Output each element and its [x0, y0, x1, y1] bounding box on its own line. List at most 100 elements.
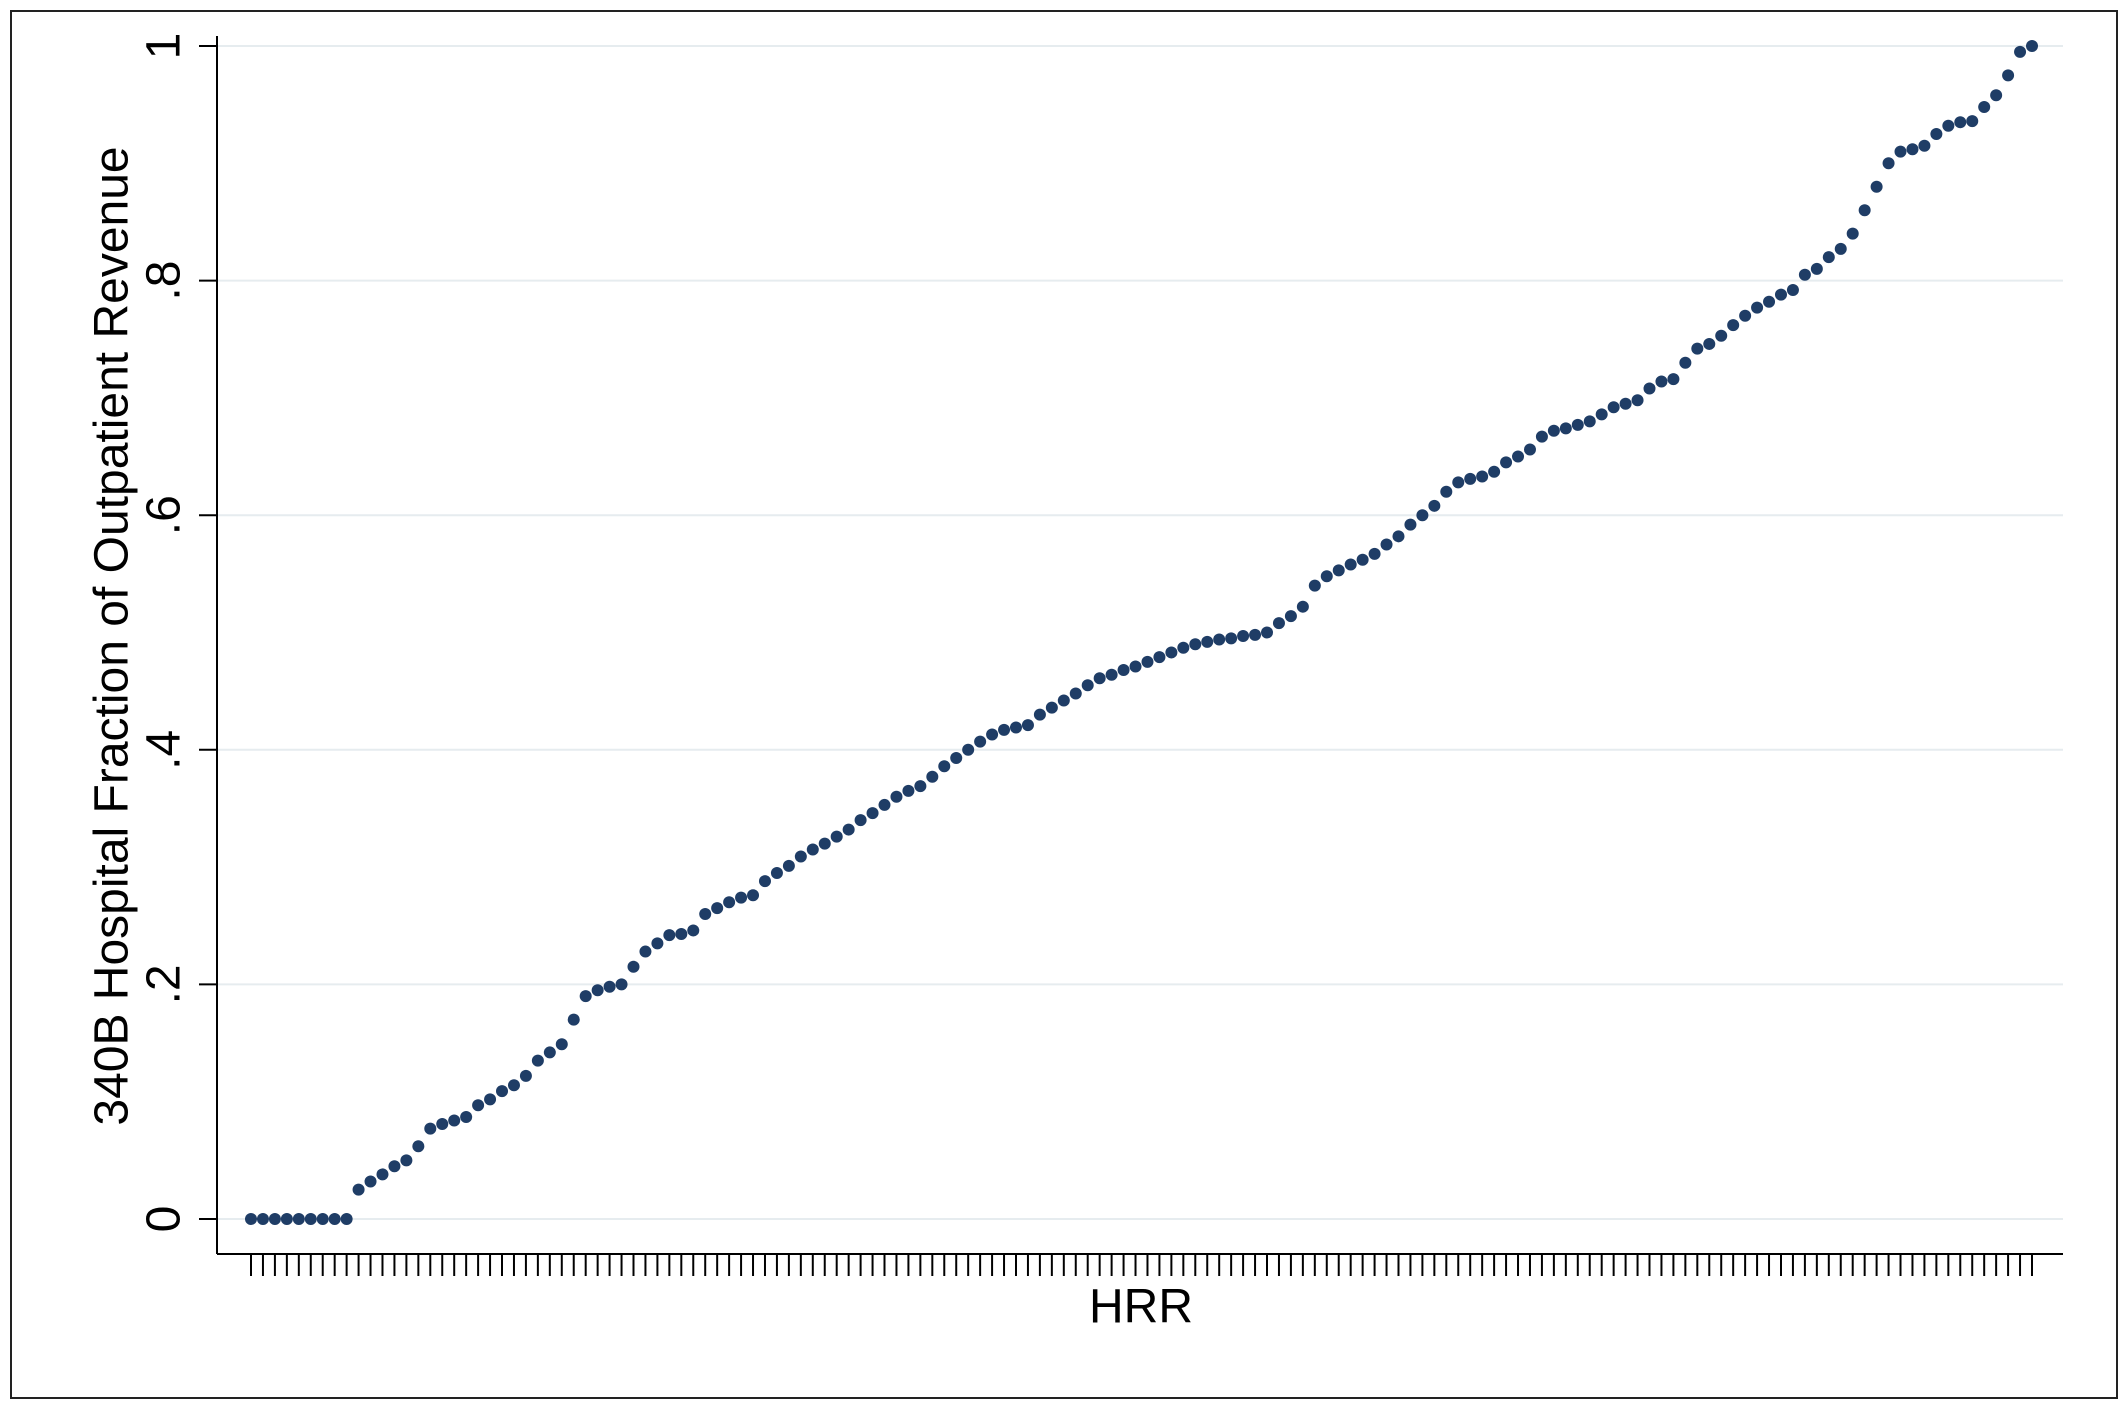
- point: [472, 1099, 485, 1112]
- point: [1834, 242, 1847, 255]
- y-tick-label: 1: [138, 33, 191, 60]
- point: [842, 823, 855, 836]
- point: [567, 1013, 580, 1026]
- point: [1679, 356, 1692, 369]
- point: [388, 1160, 401, 1173]
- point: [974, 735, 987, 748]
- point: [1440, 485, 1453, 498]
- point: [1380, 538, 1393, 551]
- point: [1452, 476, 1465, 489]
- point: [1774, 288, 1787, 301]
- point: [1081, 679, 1094, 692]
- point: [723, 896, 736, 909]
- point: [1177, 641, 1190, 654]
- point: [424, 1122, 437, 1135]
- point: [1201, 635, 1214, 648]
- point: [926, 770, 939, 783]
- point: [1392, 530, 1405, 543]
- y-tick-label: 0: [138, 1206, 191, 1233]
- point: [1559, 422, 1572, 435]
- point: [663, 929, 676, 942]
- point: [747, 889, 760, 902]
- point: [1918, 139, 1931, 152]
- point: [1583, 415, 1596, 428]
- point: [579, 990, 592, 1003]
- point: [998, 723, 1011, 736]
- point: [1846, 227, 1859, 240]
- point: [1894, 145, 1907, 158]
- point: [1213, 633, 1226, 646]
- point: [1978, 100, 1991, 113]
- point: [1595, 408, 1608, 421]
- point: [292, 1213, 305, 1225]
- point: [1021, 719, 1034, 732]
- point: [1332, 564, 1345, 577]
- y-tick-label: .4: [138, 730, 191, 770]
- point: [1727, 319, 1740, 332]
- point: [328, 1213, 341, 1225]
- point: [1261, 626, 1274, 639]
- point: [770, 866, 783, 879]
- point: [2014, 45, 2027, 58]
- point: [1308, 579, 1321, 592]
- point: [2002, 69, 2015, 82]
- point: [1655, 375, 1668, 388]
- point: [1930, 127, 1943, 140]
- point: [950, 752, 963, 765]
- point: [412, 1140, 425, 1153]
- point: [890, 790, 903, 803]
- point: [1225, 632, 1238, 645]
- point: [962, 743, 975, 756]
- point: [1284, 610, 1297, 623]
- point: [1105, 668, 1118, 681]
- point: [519, 1069, 532, 1082]
- point: [1547, 424, 1560, 437]
- point: [1643, 382, 1656, 395]
- point: [675, 927, 688, 940]
- point: [830, 830, 843, 843]
- point: [268, 1213, 281, 1225]
- point: [1954, 116, 1967, 129]
- point: [1237, 630, 1250, 643]
- point: [1691, 342, 1704, 355]
- point: [1966, 115, 1979, 128]
- point: [1858, 204, 1871, 217]
- point: [1272, 617, 1285, 630]
- point: [1153, 651, 1166, 664]
- point: [1631, 394, 1644, 407]
- y-tick-label: .2: [138, 964, 191, 1004]
- point: [400, 1154, 413, 1167]
- point: [782, 859, 795, 872]
- point: [507, 1079, 520, 1092]
- point: [1141, 655, 1154, 668]
- point: [735, 891, 748, 904]
- point: [1057, 694, 1070, 707]
- point: [878, 798, 891, 811]
- point: [938, 760, 951, 773]
- point: [436, 1117, 449, 1130]
- point: [1500, 456, 1513, 469]
- point: [1249, 628, 1262, 641]
- point: [1009, 721, 1022, 734]
- point: [364, 1175, 377, 1188]
- point: [1786, 283, 1799, 296]
- point: [1488, 465, 1501, 478]
- point: [1571, 418, 1584, 431]
- point: [1703, 337, 1716, 350]
- point: [1464, 472, 1477, 485]
- point: [1715, 329, 1728, 342]
- point: [543, 1046, 556, 1059]
- point: [1296, 600, 1309, 613]
- point: [1763, 295, 1776, 308]
- point: [1607, 401, 1620, 414]
- x-axis-title: HRR: [1089, 1281, 1193, 1334]
- point: [591, 984, 604, 997]
- point: [1045, 701, 1058, 714]
- point: [1810, 262, 1823, 275]
- point: [1129, 660, 1142, 673]
- point: [914, 780, 927, 793]
- point: [639, 945, 652, 958]
- point: [1033, 708, 1046, 721]
- point: [1942, 119, 1955, 132]
- point: [603, 980, 616, 993]
